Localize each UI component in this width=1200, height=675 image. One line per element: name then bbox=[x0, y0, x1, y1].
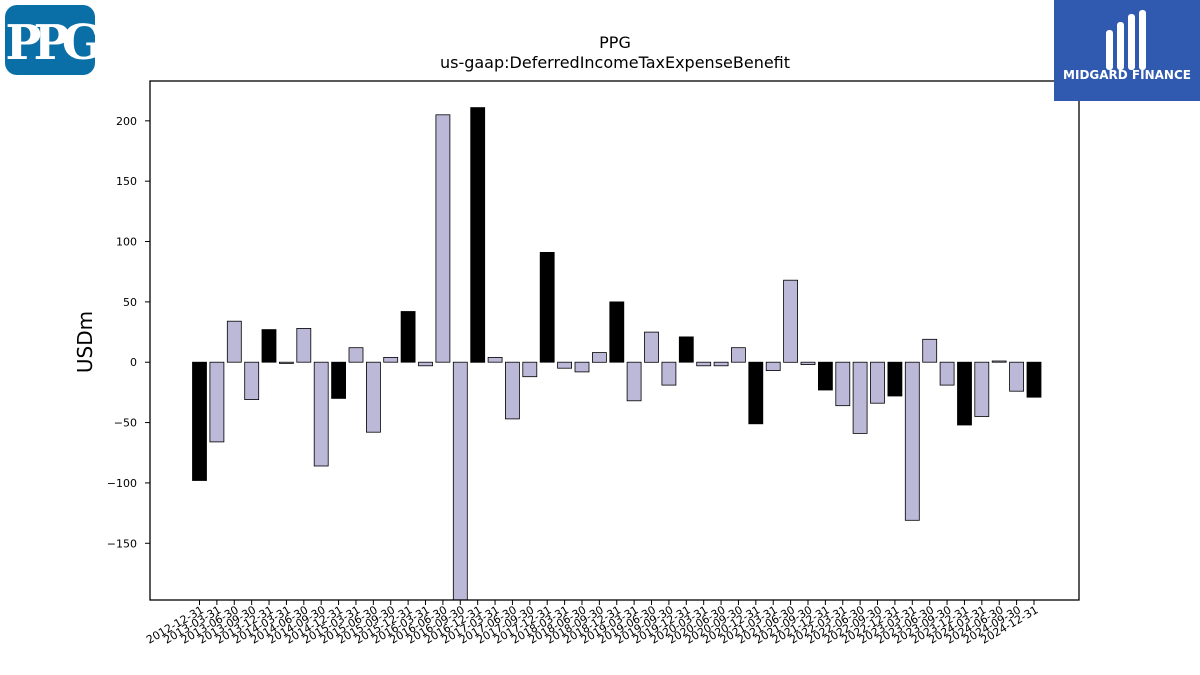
bar-2013-12-31 bbox=[261, 329, 277, 363]
y-axis-label: USDm bbox=[73, 311, 97, 373]
bar-2023-03-31 bbox=[904, 361, 920, 521]
bar-2022-06-30 bbox=[852, 361, 868, 434]
bar-2017-09-30 bbox=[522, 361, 538, 378]
chart-subtitle: us-gaap:DeferredIncomeTaxExpenseBenefit bbox=[440, 53, 790, 72]
bar-2019-12-31 bbox=[678, 336, 694, 363]
bar-2019-09-30 bbox=[661, 361, 677, 386]
bar-2018-06-30 bbox=[574, 361, 590, 373]
bar-2018-03-31 bbox=[557, 361, 572, 369]
y-tick-label--100: −100 bbox=[107, 477, 137, 490]
x-ticks-group: 2012-12-312013-03-312013-06-302013-09-30… bbox=[144, 600, 1041, 647]
bar-2014-12-31 bbox=[331, 361, 347, 399]
bar-2016-06-30 bbox=[435, 114, 451, 363]
y-tick-label--50: −50 bbox=[114, 417, 137, 430]
bar-2024-06-30 bbox=[991, 360, 1007, 363]
bar-2020-06-30 bbox=[713, 361, 729, 367]
bar-2018-09-30 bbox=[592, 352, 607, 363]
bar-2015-03-31 bbox=[348, 347, 364, 363]
bar-2021-12-31 bbox=[818, 361, 833, 391]
bar-2014-09-30 bbox=[313, 361, 329, 467]
bar-2017-12-31 bbox=[539, 251, 555, 363]
bar-2024-03-31 bbox=[974, 361, 990, 417]
bar-2022-03-31 bbox=[835, 361, 851, 407]
bar-2012-12-31 bbox=[192, 361, 207, 481]
y-tick-label-50: 50 bbox=[123, 296, 137, 309]
midgard-finance-logo-mark bbox=[1054, 0, 1200, 101]
bar-2021-09-30 bbox=[800, 361, 816, 366]
bar-2023-06-30 bbox=[922, 338, 938, 363]
bar-2020-12-31 bbox=[748, 361, 764, 425]
bar-2021-03-31 bbox=[765, 361, 781, 372]
bar-2015-06-30 bbox=[365, 361, 381, 433]
y-tick-label-200: 200 bbox=[116, 115, 137, 128]
bar-2021-06-30 bbox=[783, 279, 798, 363]
bar-2013-06-30 bbox=[226, 320, 242, 363]
bar-2022-09-30 bbox=[870, 361, 885, 404]
y-tick-label--150: −150 bbox=[107, 537, 137, 550]
y-tick-label-100: 100 bbox=[116, 236, 137, 249]
bar-2014-06-30 bbox=[296, 327, 312, 363]
bar-2019-03-31 bbox=[626, 361, 642, 402]
svg-text:PPG: PPG bbox=[5, 15, 95, 71]
bar-2022-12-31 bbox=[887, 361, 903, 397]
bar-2017-06-30 bbox=[504, 361, 520, 420]
ppg-logo-mark: PPG bbox=[5, 5, 108, 75]
chart-title: PPG bbox=[599, 33, 631, 52]
bar-2013-09-30 bbox=[244, 361, 260, 401]
bar-2016-03-31 bbox=[418, 361, 433, 367]
bar-2020-03-31 bbox=[696, 361, 712, 367]
y-tick-label-0: 0 bbox=[130, 356, 137, 369]
bar-2016-12-31 bbox=[470, 107, 486, 363]
bar-2020-09-30 bbox=[731, 347, 746, 363]
bar-2024-12-31 bbox=[1026, 361, 1042, 398]
plot-frame bbox=[149, 80, 1080, 601]
y-ticks-group: −150 −100 −50 0 50 100 150 200 bbox=[107, 115, 150, 550]
bar-2016-09-30 bbox=[452, 361, 468, 601]
bar-2024-09-30 bbox=[1009, 361, 1024, 392]
bar-2014-03-31 bbox=[278, 361, 294, 364]
ppg-logo: PPG bbox=[5, 5, 108, 75]
bar-2019-06-30 bbox=[644, 331, 659, 363]
midgard-finance-logo: MIDGARD FINANCE bbox=[1054, 0, 1200, 101]
bars-group bbox=[192, 107, 1042, 601]
bar-2017-03-31 bbox=[487, 356, 503, 363]
y-tick-label-150: 150 bbox=[116, 175, 137, 188]
bar-2015-12-31 bbox=[400, 311, 416, 363]
bar-2013-03-31 bbox=[209, 361, 225, 443]
bar-2023-12-31 bbox=[957, 361, 972, 426]
bar-2015-09-30 bbox=[383, 356, 399, 363]
midgard-finance-label: MIDGARD FINANCE bbox=[1063, 68, 1191, 82]
bar-2018-12-31 bbox=[609, 301, 625, 363]
bar-2023-09-30 bbox=[939, 361, 955, 386]
